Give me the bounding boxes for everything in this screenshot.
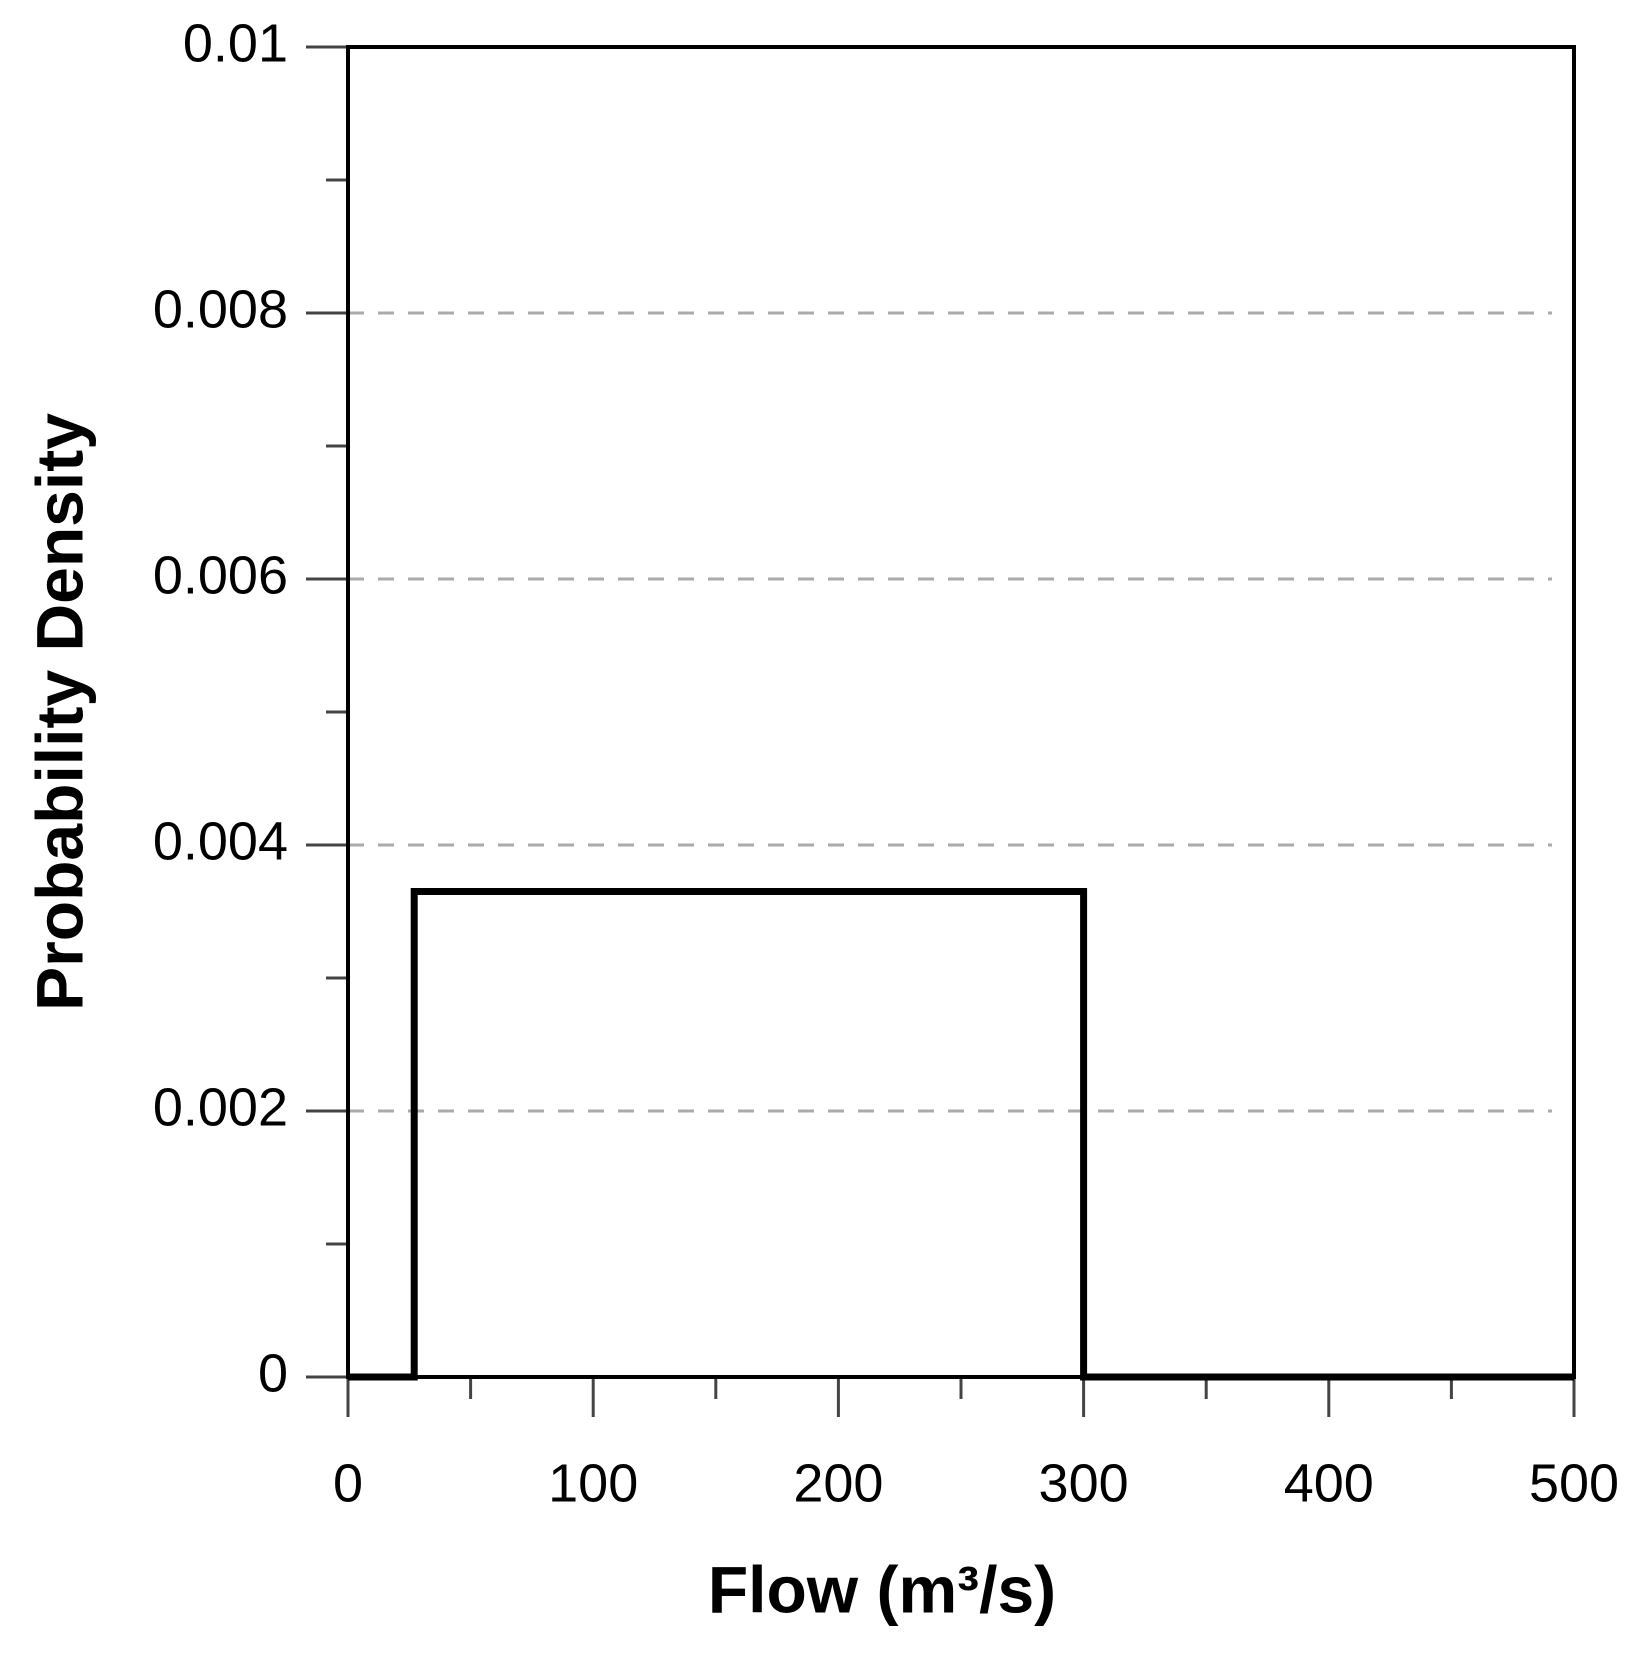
x-tick-label: 100: [548, 1453, 638, 1513]
y-tick-label: 0.008: [153, 279, 288, 339]
y-axis-title: Probability Density: [22, 413, 96, 1011]
x-tick-label: 200: [793, 1453, 883, 1513]
y-tick-label: 0: [258, 1343, 288, 1403]
density-line: [348, 888, 1574, 1381]
x-tick-label: 500: [1529, 1453, 1619, 1513]
y-tick-label: 0.004: [153, 811, 288, 871]
x-tick-label: 0: [333, 1453, 363, 1513]
x-tick-label: 300: [1039, 1453, 1129, 1513]
plot-frame: [346, 45, 1576, 1379]
y-tick-label: 0.002: [153, 1077, 288, 1137]
x-axis-title: Flow (m³/s): [708, 1552, 1056, 1626]
y-tick-label: 0.01: [183, 13, 288, 73]
x-tick-label: 400: [1284, 1453, 1374, 1513]
y-tick-label: 0.006: [153, 545, 288, 605]
